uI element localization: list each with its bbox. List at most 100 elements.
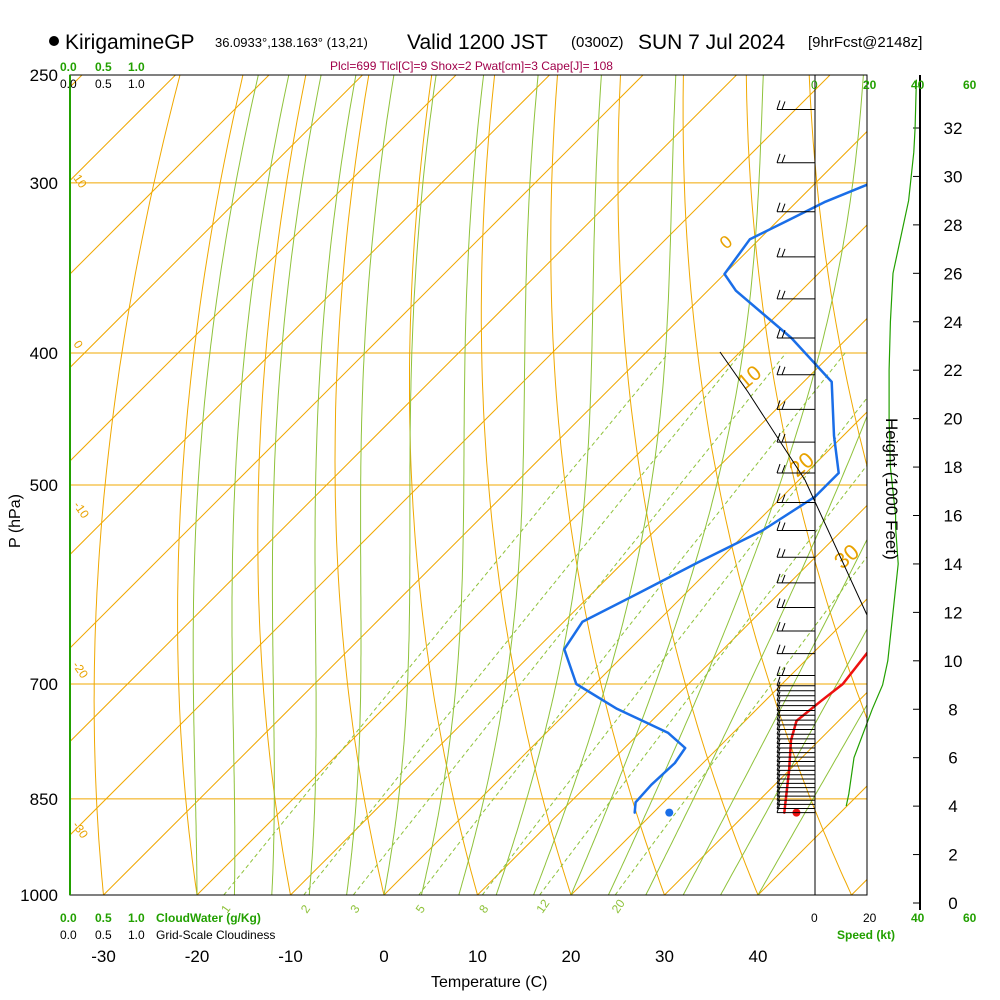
y-tick-label: 300 [30,174,58,193]
x-tick-label: -10 [278,947,303,966]
x-tick-label: 20 [562,947,581,966]
temperature-line [783,651,867,814]
top-cw-tick-0: 0.0 [60,60,77,74]
bot-cw-tick-2: 1.0 [128,911,145,925]
x-tick-label: -30 [91,947,116,966]
mixing-ratio-label: 5 [413,902,428,916]
height-tick-label: 28 [944,216,963,235]
top-cw-tick-2: 1.0 [128,60,145,74]
wind-barb-flag [781,290,786,300]
speed-tick-bottom: 60 [963,911,977,925]
isotherm-line [70,75,550,556]
panel-boundary-line [719,351,868,895]
speed-tick-top: 0 [811,78,818,92]
wind-barb-flag [781,622,786,632]
cloud-water-label: CloudWater (g/Kg) [156,911,261,925]
dry-adiabat-line [177,75,244,895]
wind-barb-flag [781,203,786,212]
speed-tick-top: 40 [911,78,925,92]
moist-adiabat-line [420,75,485,895]
top-gc-tick-1: 0.5 [95,77,112,91]
isotherm-line [383,411,867,895]
mixing-ratio-label: 20 [609,896,628,915]
x-tick-label: 40 [749,947,768,966]
wind-speed-profile-line [845,79,917,807]
indices-text: Plcl=699 Tlcl[C]=9 Shox=2 Pwat[cm]=3 Cap… [330,59,613,73]
speed-tick-top: 20 [863,78,877,92]
x-tick-label: -20 [185,947,210,966]
height-tick-label: 24 [944,313,963,332]
wind-barb-flag [781,522,786,531]
moist-adiabat-line [607,75,864,895]
moist-adiabat-line [383,75,437,895]
bot-cw-tick-0: 0.0 [60,911,77,925]
y-tick-label: 500 [30,476,58,495]
wind-barb-flag [781,329,786,339]
dry-adiabat-line [808,75,867,468]
top-gc-tick-2: 1.0 [128,77,145,91]
y-tick-label: 1000 [20,886,58,905]
station-name: KirigamineGP [65,31,195,54]
mixing-ratio-line [539,464,867,895]
mixing-ratio-line [614,555,867,895]
isotherm-label: 20 [784,447,819,482]
isotherm-line [70,75,831,836]
top-cloud-scale: 0.0 0.5 1.0 0.0 0.5 1.0 [60,60,145,91]
isotherm-line [70,75,457,462]
moist-adiabat-line [346,75,395,895]
wind-barb-flag [776,644,781,654]
y-tick-label: 250 [30,66,58,85]
wind-barb-flag [776,100,781,110]
wind-barb-flag [776,365,781,375]
x-axis-label: Temperature (C) [431,974,547,991]
bot-cw-tick-1: 0.5 [95,911,112,925]
height-tick-label: 20 [944,410,963,429]
speed-tick-bottom: 20 [863,911,877,925]
height-tick-label: 8 [948,700,957,719]
bottom-cloud-scale: 0.0 0.5 1.0 CloudWater (g/Kg) 0.0 0.5 1.… [60,911,275,942]
height-tick-label: 10 [944,652,963,671]
dry-adiabat-line [550,75,665,895]
dry-adiabat-line [480,75,572,895]
height-tick-label: 26 [944,264,963,283]
forecast-info: [9hrFcst@2148z] [808,34,922,51]
mixing-ratio-line [352,352,787,895]
height-tick-label: 0 [948,894,957,913]
speed-axis-label: Speed (kt) [837,928,895,942]
x-tick-label: 10 [468,947,487,966]
moist-adiabat-line [308,75,357,895]
isotherm-label: -30 [70,819,92,842]
mixing-ratio-label: 12 [533,896,552,915]
height-tick-label: 14 [944,555,963,574]
isotherm-line [290,317,867,895]
wind-barb-flag [776,666,781,676]
y-tick-label: 700 [30,675,58,694]
moist-adiabat-line [757,703,867,895]
isotherm-line [851,878,867,895]
bot-gc-tick-1: 0.5 [95,928,112,942]
height-tick-label: 22 [944,361,963,380]
moist-adiabat-line [720,628,867,895]
speed-tick-bottom: 0 [811,911,818,925]
valid-label: Valid 1200 JST [407,31,548,54]
dry-adiabat-line [682,75,852,895]
height-tick-label: 32 [944,119,963,138]
speed-tick-top: 60 [963,78,977,92]
wind-barb-flag [776,432,781,443]
bot-gc-tick-0: 0.0 [60,928,77,942]
isotherm-line [70,75,363,369]
height-tick-label: 16 [944,507,963,526]
dry-adiabat-line [935,75,1000,895]
isotherm-label: -10 [71,499,93,522]
moist-adiabat-line [271,75,322,895]
y-axis-label: P (hPa) [7,494,24,548]
moist-adiabat-line [231,75,290,895]
wind-barb-flag [776,676,781,686]
x-tick-label: 0 [379,947,388,966]
wind-barb-flag [776,548,781,558]
wind-barb-flag [781,645,786,654]
wind-barb-flag [781,433,786,443]
mixing-ratio-line [481,397,867,895]
height-tick-label: 30 [944,167,963,186]
wind-barb-flag [776,202,781,212]
